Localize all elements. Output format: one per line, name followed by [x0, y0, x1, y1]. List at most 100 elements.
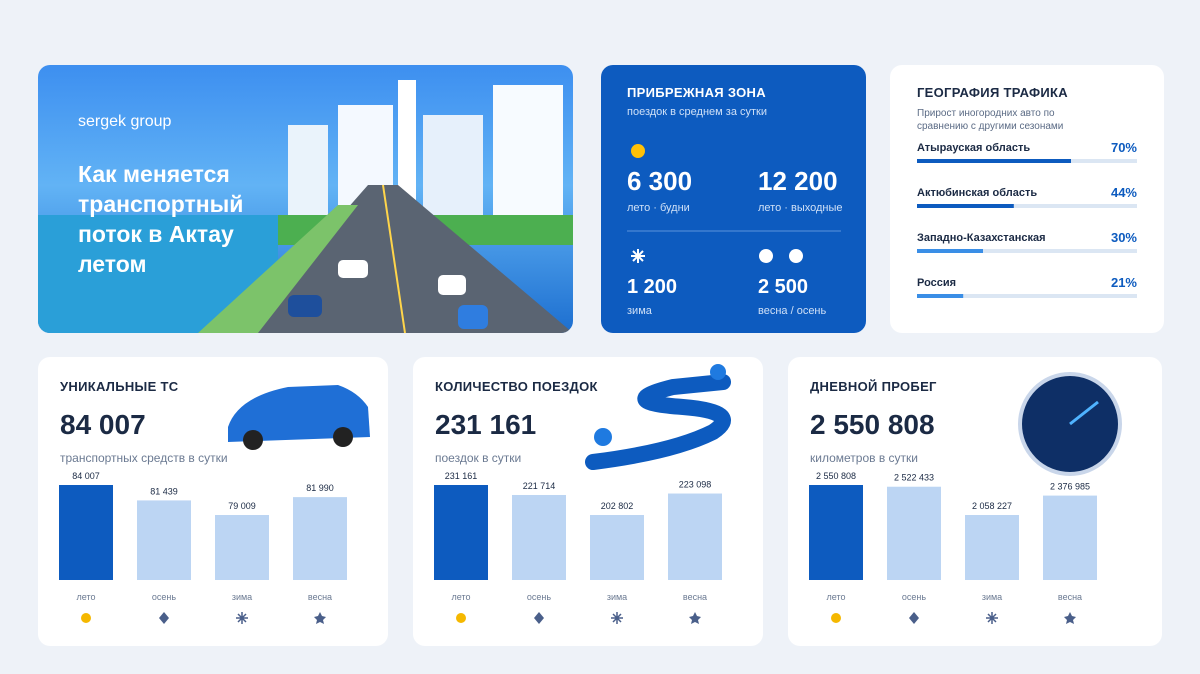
- card-graphics: 231 161 лето 221 714 осень 202 802 зима 223 09…: [434, 364, 731, 624]
- category-label: зима: [232, 592, 252, 602]
- geography-subtitle: Прирост иногородних авто по сравнению с …: [917, 108, 1064, 132]
- car-illustration: [228, 385, 370, 442]
- bar: [434, 485, 488, 580]
- value-label: 2 550 808: [816, 471, 856, 481]
- category-label: осень: [152, 592, 176, 602]
- stat-label: зима: [627, 305, 652, 317]
- bar-track: [917, 294, 1137, 298]
- geography-bars: [917, 159, 1137, 298]
- card-subtitle: транспортных средств в сутки: [60, 451, 228, 465]
- card-subtitle: километров в сутки: [810, 451, 918, 465]
- category-label: весна: [1058, 592, 1082, 602]
- bar: [917, 294, 964, 298]
- stat-value: 2 500: [758, 276, 809, 298]
- value-label: 231 161: [445, 471, 478, 481]
- season-icon: [534, 612, 544, 624]
- coastal-card: ПРИБРЕЖНАЯ ЗОНА поездок в среднем за сут…: [601, 65, 866, 333]
- category-label: лето: [827, 592, 846, 602]
- season-icon: [81, 613, 91, 623]
- wheel: [243, 430, 263, 450]
- region-label: Россия: [917, 277, 957, 289]
- stat-value: 12 200: [758, 166, 838, 196]
- bar: [965, 515, 1019, 580]
- pin: [594, 428, 612, 446]
- category-label: лето: [77, 592, 96, 602]
- brand: sergek group: [78, 113, 172, 130]
- percent-label: 21%: [1110, 275, 1137, 290]
- card-title: УНИКАЛЬНЫЕ ТС: [60, 379, 179, 394]
- value-label: 79 009: [228, 501, 256, 511]
- value-label: 2 376 985: [1050, 482, 1090, 492]
- value-label: 84 007: [72, 471, 100, 481]
- bar-track: [917, 249, 1137, 253]
- stat-label: лето · выходные: [758, 202, 843, 214]
- region-label: Западно-Казахстанская: [917, 232, 1046, 244]
- bar: [917, 249, 983, 253]
- bar: [215, 515, 269, 580]
- card-graphics: 84 007 лето 81 439 осень 79 009 зима 81 990 вес…: [59, 385, 370, 624]
- hero-card: sergek group Как меняется транспортный п…: [38, 65, 573, 333]
- value-label: 81 990: [306, 483, 334, 493]
- coastal-title: ПРИБРЕЖНАЯ ЗОНА: [627, 85, 766, 100]
- bar: [887, 486, 941, 580]
- stat-label: лето · будни: [627, 202, 690, 214]
- value-label: 81 439: [150, 486, 178, 496]
- season-icon: [1064, 612, 1076, 624]
- pin: [710, 364, 726, 380]
- category-label: весна: [683, 592, 707, 602]
- category-label: осень: [902, 592, 926, 602]
- value-label: 221 714: [523, 481, 556, 491]
- card-subtitle: поездок в сутки: [435, 451, 522, 465]
- percent-label: 44%: [1110, 185, 1137, 200]
- bar-track: [917, 204, 1137, 208]
- card-title: ДНЕВНОЙ ПРОБЕГ: [810, 379, 937, 394]
- season-icon: [986, 612, 998, 624]
- bar: [917, 159, 1071, 163]
- coastal-icons: [627, 144, 841, 263]
- geography-card: ГЕОГРАФИЯ ТРАФИКА Прирост иногородних ав…: [890, 65, 1164, 333]
- card-total: 2 550 808: [810, 409, 935, 440]
- bar: [512, 494, 566, 580]
- category-label: зима: [607, 592, 627, 602]
- value-label: 223 098: [679, 480, 712, 490]
- season-icon: [456, 613, 466, 623]
- stat-value: 6 300: [627, 166, 693, 196]
- category-label: зима: [982, 592, 1002, 602]
- road-illustration: [585, 374, 731, 470]
- category-label: лето: [452, 592, 471, 602]
- season-icon: [831, 613, 841, 623]
- geography-title: ГЕОГРАФИЯ ТРАФИКА: [917, 85, 1068, 100]
- bar: [1043, 495, 1097, 580]
- bar: [137, 500, 191, 580]
- percent-label: 70%: [1110, 140, 1137, 155]
- category-label: весна: [308, 592, 332, 602]
- card-total: 231 161: [435, 409, 537, 440]
- bar: [59, 485, 113, 580]
- card-title: КОЛИЧЕСТВО ПОЕЗДОК: [435, 379, 598, 394]
- card-graphics: 2 550 808 лето 2 522 433 осень 2 058 227 зима…: [809, 372, 1122, 624]
- bar: [668, 493, 722, 580]
- percent-label: 30%: [1110, 230, 1137, 245]
- hero-illustration: [38, 80, 573, 333]
- stat-value: 1 200: [627, 276, 678, 298]
- region-label: Актюбинская область: [917, 187, 1038, 199]
- season-icon: [159, 612, 169, 624]
- card-total: 84 007: [60, 409, 146, 440]
- region-label: Атырауская область: [917, 142, 1031, 154]
- metric-card: 231 161 лето 221 714 осень 202 802 зима 223 09…: [413, 357, 763, 646]
- category-label: осень: [527, 592, 551, 602]
- season-icon: [689, 612, 701, 624]
- stat-label: весна / осень: [758, 305, 827, 317]
- value-label: 2 522 433: [894, 473, 934, 483]
- season-icon: [314, 612, 326, 624]
- coastal-subtitle: поездок в среднем за сутки: [627, 106, 767, 118]
- metric-card: 84 007 лето 81 439 осень 79 009 зима 81 990 вес…: [38, 357, 388, 646]
- bar: [293, 497, 347, 580]
- season-icon: [909, 612, 919, 624]
- value-label: 2 058 227: [972, 501, 1012, 511]
- bar: [590, 515, 644, 580]
- season-icon: [236, 612, 248, 624]
- bar: [917, 204, 1014, 208]
- season-icon: [611, 612, 623, 624]
